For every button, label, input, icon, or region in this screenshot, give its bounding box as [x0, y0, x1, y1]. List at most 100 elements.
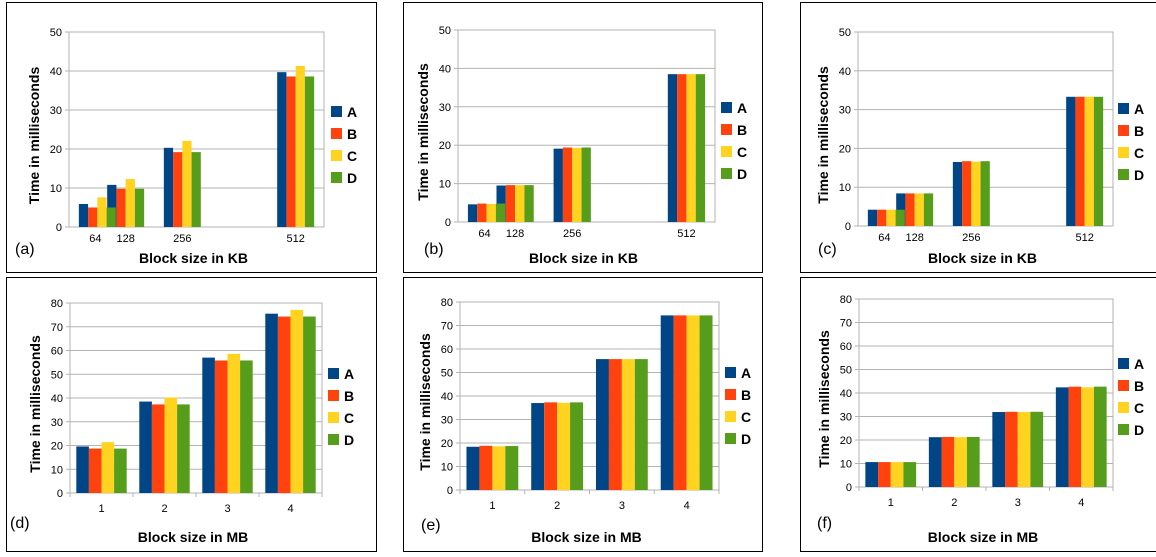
y-tick-label: 0	[447, 485, 453, 497]
legend-swatch-a	[1118, 103, 1129, 114]
bar-series-d	[114, 449, 127, 493]
y-tick-label: 10	[51, 464, 63, 476]
legend-swatch-a	[721, 102, 732, 113]
legend-label-c: C	[344, 410, 354, 426]
legend-label-b: B	[1134, 378, 1144, 394]
bar-series-b	[905, 193, 914, 226]
y-tick-label: 10	[839, 182, 851, 194]
x-tick-label: 256	[173, 233, 191, 245]
y-tick-label: 60	[51, 346, 63, 358]
x-tick-label: 3	[1015, 497, 1021, 509]
legend-label-c: C	[737, 144, 747, 160]
y-tick-label: 10	[50, 183, 62, 195]
bar-series-b	[674, 315, 687, 490]
x-axis-title: Block size in KB	[928, 250, 1037, 266]
legend-label-a: A	[344, 366, 354, 382]
bar-series-a	[868, 210, 877, 226]
bar-series-a	[661, 315, 674, 490]
bar-series-c	[182, 141, 191, 227]
legend-swatch-a	[331, 106, 342, 117]
legend-label-a: A	[737, 100, 747, 116]
y-tick-label: 40	[839, 66, 851, 78]
bar-series-a	[466, 447, 479, 490]
y-tick-label: 20	[51, 441, 63, 453]
bar-series-a	[202, 358, 215, 493]
bar-series-d	[1094, 387, 1107, 487]
legend-label-d: D	[1134, 422, 1144, 438]
legend-label-d: D	[1134, 167, 1144, 183]
bar-series-d	[107, 208, 116, 228]
x-tick-label: 128	[116, 233, 134, 245]
bar-series-a	[953, 162, 962, 226]
bar-series-d	[700, 315, 713, 490]
legend-swatch-c	[331, 150, 342, 161]
panel-label: (a)	[15, 241, 35, 258]
legend-label-c: C	[347, 148, 357, 164]
y-tick-label: 40	[840, 388, 852, 400]
y-tick-label: 80	[441, 297, 453, 309]
bar-series-a	[865, 462, 878, 487]
y-tick-label: 80	[51, 298, 63, 310]
legend-label-b: B	[347, 126, 357, 142]
bar-series-d	[903, 462, 916, 487]
y-axis-title: Time in milliseconds	[26, 67, 42, 205]
legend-swatch-d	[1118, 169, 1129, 180]
bar-series-b	[1005, 412, 1018, 487]
bar-series-c	[228, 354, 241, 493]
y-tick-label: 70	[840, 318, 852, 330]
bar-series-c	[572, 148, 581, 222]
bar-series-c	[126, 179, 135, 227]
panel-label: (d)	[10, 515, 30, 532]
legend-label-b: B	[741, 387, 751, 403]
y-tick-label: 50	[840, 365, 852, 377]
y-tick-label: 60	[441, 344, 453, 356]
bar-series-a	[596, 359, 609, 490]
y-tick-label: 50	[51, 369, 63, 381]
x-tick-label: 4	[1078, 497, 1084, 509]
legend-swatch-c	[1118, 402, 1129, 413]
bar-series-c	[487, 204, 496, 222]
bar-series-c	[971, 162, 980, 226]
bar-series-c	[557, 403, 570, 490]
legend-swatch-b	[721, 124, 732, 135]
legend-swatch-c	[725, 411, 736, 422]
legend-label-d: D	[737, 166, 747, 182]
bar-series-a	[277, 72, 286, 227]
bar-series-b	[609, 359, 622, 490]
y-axis-title: Time in milliseconds	[417, 333, 433, 471]
bar-series-b	[152, 404, 165, 493]
bar-series-b	[286, 76, 295, 227]
bar-series-b	[1069, 387, 1082, 487]
bar-series-d	[1030, 412, 1043, 487]
y-tick-label: 0	[445, 217, 451, 229]
x-tick-label: 128	[506, 228, 524, 240]
bar-series-a	[79, 204, 88, 227]
panel-frame	[404, 3, 763, 273]
x-tick-label: 512	[677, 228, 695, 240]
bar-series-b	[563, 148, 572, 222]
bar-series-d	[896, 210, 905, 226]
y-tick-label: 70	[51, 322, 63, 334]
x-tick-label: 2	[161, 503, 167, 515]
x-tick-label: 1	[888, 497, 894, 509]
bar-series-d	[696, 74, 705, 222]
y-tick-label: 40	[441, 391, 453, 403]
legend-swatch-d	[721, 168, 732, 179]
bar-series-c	[954, 437, 967, 487]
panel-label: (f)	[817, 515, 832, 532]
legend-label-a: A	[1134, 356, 1144, 372]
bar-series-c	[296, 66, 305, 227]
y-tick-label: 0	[56, 222, 62, 234]
bar-series-d	[582, 148, 591, 222]
bar-series-c	[165, 398, 178, 493]
x-axis-title: Block size in KB	[529, 250, 638, 266]
x-tick-label: 512	[1075, 232, 1093, 244]
bar-series-c	[102, 442, 115, 493]
bar-series-c	[492, 446, 505, 490]
y-tick-label: 20	[50, 144, 62, 156]
x-axis-title: Block size in MB	[531, 529, 641, 545]
